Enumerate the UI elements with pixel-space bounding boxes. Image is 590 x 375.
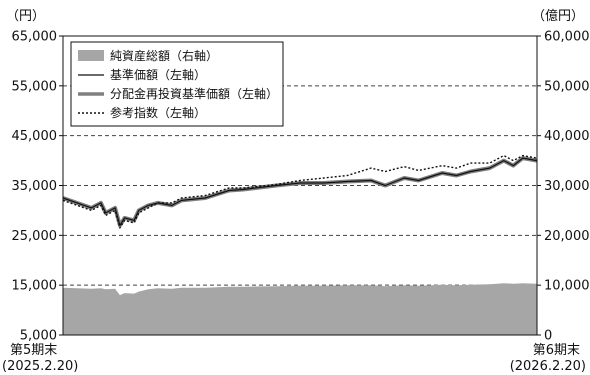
net-assets-area-layer	[63, 283, 537, 335]
x-end-period: 第6期末	[533, 343, 580, 358]
left-tick-label: 55,000	[12, 79, 58, 94]
legend-label-net-assets: 純資産総額（右軸）	[110, 48, 218, 63]
legend-box	[70, 41, 284, 127]
left-tick-label: 65,000	[12, 30, 58, 45]
left-tick-label: 25,000	[12, 229, 58, 244]
x-start-period: 第5期末	[10, 343, 57, 358]
right-tick-label: 50,000	[544, 79, 590, 94]
left-axis-unit: （円）	[6, 9, 45, 24]
left-tick-label: 5,000	[20, 329, 57, 344]
legend: 純資産総額（右軸） 基準価額（左軸） 分配金再投資基準価額（左軸） 参考指数（左…	[70, 41, 284, 127]
legend-label-base-price: 基準価額（左軸）	[110, 67, 206, 82]
price-lines-layer	[62, 154, 538, 229]
right-tick-label: 10,000	[544, 279, 590, 294]
left-tick-label: 35,000	[12, 179, 58, 194]
legend-label-reference: 参考指数（左軸）	[110, 105, 206, 120]
reference-index-line	[62, 154, 538, 229]
right-tick-label: 30,000	[544, 179, 590, 194]
x-start-date: (2025.2.20)	[2, 359, 78, 374]
right-tick-label: 20,000	[544, 229, 590, 244]
x-end-date: (2026.2.20)	[510, 359, 586, 374]
legend-label-reinvested: 分配金再投資基準価額（左軸）	[110, 86, 278, 101]
x-axis-start-label: 第5期末 (2025.2.20)	[2, 343, 78, 374]
x-axis-end-label: 第6期末 (2026.2.20)	[510, 343, 586, 374]
right-tick-label: 60,000	[544, 30, 590, 45]
right-tick-label: 40,000	[544, 129, 590, 144]
right-axis-unit: （億円）	[532, 8, 584, 24]
base-price-line	[62, 157, 538, 226]
left-tick-label: 15,000	[12, 279, 58, 294]
legend-swatch-area	[78, 50, 104, 61]
left-axis-ticks: 65,000 55,000 45,000 35,000 25,000 15,000 5,00…	[12, 30, 63, 344]
left-tick-label: 45,000	[12, 129, 58, 144]
right-axis-ticks: 60,000 50,000 40,000 30,000 20,000 10,000 0	[537, 30, 590, 344]
right-tick-label: 0	[544, 329, 552, 344]
net-assets-area	[63, 283, 537, 335]
